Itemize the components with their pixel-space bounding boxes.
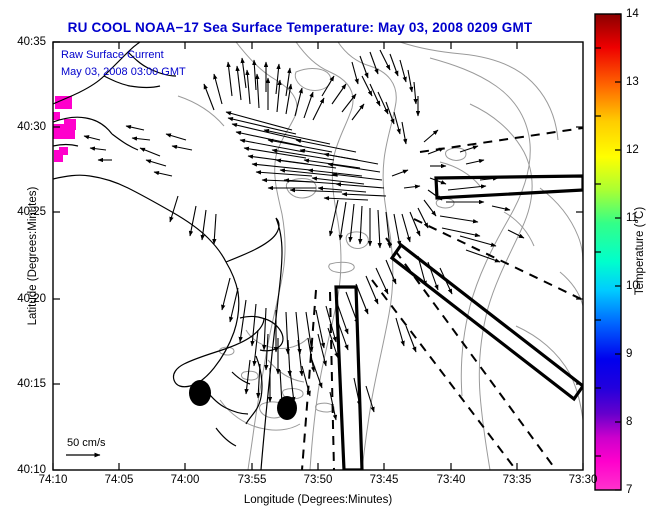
x-tick-label: 73:35 [502, 474, 532, 486]
y-tick-label: 40:30 [17, 121, 46, 133]
annotation-line-2: May 03, 2008 03:00 GMT [61, 66, 186, 78]
colorbar-tick-label: 9 [626, 348, 633, 360]
scale-legend-label: 50 cm/s [67, 437, 106, 449]
x-tick-label: 74:00 [170, 474, 200, 486]
x-tick-label: 73:50 [303, 474, 333, 486]
y-tick-label: 40:35 [17, 36, 46, 48]
y-tick-label: 40:15 [17, 378, 46, 390]
x-axis-ticks [52, 42, 584, 470]
colorbar-ticks [595, 13, 621, 491]
dashed-transect-lines [301, 127, 583, 470]
sst-pixel-layer [53, 96, 76, 162]
y-axis-ticks [53, 41, 583, 471]
x-tick-label: 74:10 [38, 474, 68, 486]
x-tick-label: 73:40 [436, 474, 466, 486]
y-tick-label: 40:25 [17, 206, 46, 218]
colorbar-tick-label: 11 [626, 212, 638, 224]
y-axis-title: Latitude (Degrees:Minutes) [27, 186, 39, 326]
x-tick-label: 74:05 [104, 474, 134, 486]
x-axis-title: Longitude (Degrees:Minutes) [243, 494, 393, 506]
station-marker-1 [189, 380, 211, 406]
colorbar-tick-label: 8 [626, 416, 633, 428]
x-tick-label: 73:30 [568, 474, 598, 486]
shipping-lane-polygons [334, 174, 583, 470]
y-tick-label: 40:10 [17, 464, 46, 476]
colorbar-tick-label: 13 [626, 76, 639, 88]
colorbar-title: Temperature (°C) [634, 206, 646, 296]
x-tick-label: 73:45 [369, 474, 399, 486]
colorbar-tick-label: 12 [626, 144, 639, 156]
y-tick-label: 40:20 [17, 293, 46, 305]
coastline [53, 42, 284, 470]
colorbar-tick-label: 7 [626, 484, 633, 496]
bathymetry-contours [177, 42, 583, 470]
current-vector-field [83, 49, 525, 421]
plot-background [53, 42, 583, 470]
annotation-line-1: Raw Surface Current [61, 49, 164, 61]
colorbar-tick-label: 14 [626, 8, 639, 20]
colorbar-tick-label: 10 [626, 280, 639, 292]
x-tick-label: 73:55 [237, 474, 267, 486]
figure-title: RU COOL NOAA−17 Sea Surface Temperature:… [67, 20, 533, 35]
